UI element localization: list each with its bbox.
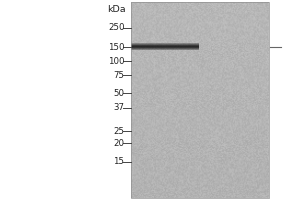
Bar bbox=[130, 2, 268, 198]
Text: 100: 100 bbox=[108, 56, 124, 66]
Text: 25: 25 bbox=[113, 127, 124, 136]
Text: 37: 37 bbox=[113, 104, 124, 112]
Text: 250: 250 bbox=[108, 23, 124, 32]
Text: kDa: kDa bbox=[107, 5, 126, 15]
Text: 15: 15 bbox=[113, 158, 124, 166]
Text: 50: 50 bbox=[113, 88, 124, 98]
Text: 20: 20 bbox=[113, 138, 124, 147]
Text: 75: 75 bbox=[113, 71, 124, 79]
Text: 150: 150 bbox=[108, 43, 124, 51]
